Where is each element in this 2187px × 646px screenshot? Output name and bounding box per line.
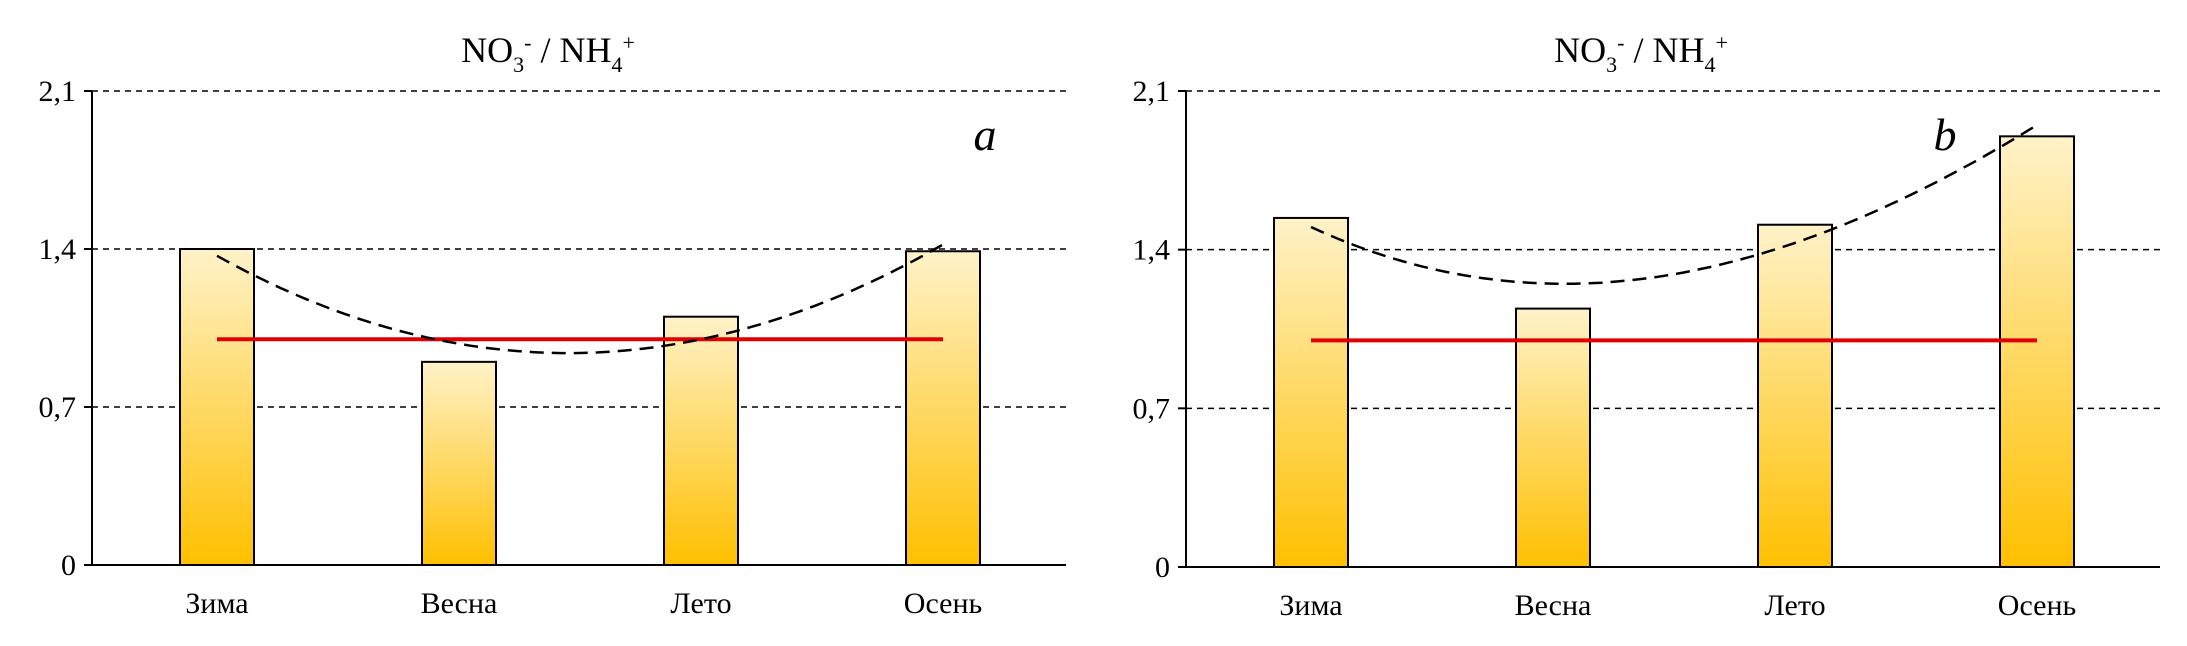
ytick-label-b-1: 0,7 [1133,392,1171,425]
bar-b-1 [1515,307,1591,568]
category-label-a-2: Лето [670,587,731,620]
chart-title-a: NO3- / NH4+ [461,30,635,77]
bar-b-2 [1757,223,1833,568]
category-label-b-1: Весна [1515,589,1592,622]
chart-panel-a: NO3- / NH4+ a 0 0,7 1,4 2,1 Зима Весна Лето Осе… [39,30,1066,620]
bar-b-0 [1273,216,1349,569]
category-label-a-1: Весна [421,587,498,620]
chart-title-b: NO3- / NH4+ [1554,30,1728,77]
bar-a-1 [421,360,497,566]
category-label-b-3: Осень [1998,589,2076,622]
ytick-label-b-3: 2,1 [1133,75,1171,108]
category-label-a-3: Осень [904,587,982,620]
ytick-label-a-2: 1,4 [39,233,77,266]
ytick-label-a-1: 0,7 [39,391,77,424]
bar-a-2 [663,315,739,567]
panel-label-a: a [974,109,997,160]
category-label-a-0: Зима [185,587,248,620]
ytick-label-b-2: 1,4 [1133,234,1171,267]
panel-label-b: b [1934,109,1957,160]
trendline-a [216,243,944,355]
bar-b-3 [1999,135,2075,568]
bar-a-3 [905,250,981,566]
bar-a-0 [179,248,255,566]
trendline-b [1310,123,2038,286]
ytick-label-a-3: 2,1 [39,75,77,108]
category-label-b-2: Лето [1764,589,1825,622]
category-label-b-0: Зима [1279,589,1342,622]
chart-panel-b: NO3- / NH4+ b 0 0,7 1,4 2,1 Зима Весна Лето Осе… [1133,30,2160,622]
ytick-label-a-0: 0 [61,549,76,582]
ytick-label-b-0: 0 [1155,551,1170,584]
